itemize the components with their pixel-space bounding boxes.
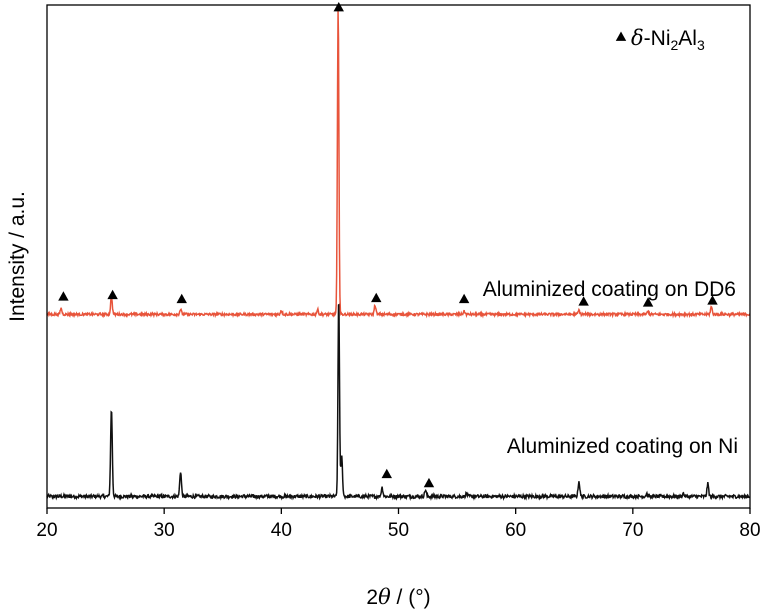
peak-triangle-icon: [107, 289, 118, 300]
x-tick-label: 30: [154, 520, 175, 541]
plot-frame: [46, 4, 751, 509]
peak-triangle-icon: [578, 296, 589, 306]
peak-triangle-icon: [58, 291, 69, 301]
series-label-dd6: Aluminized coating on DD6: [483, 278, 736, 301]
x-axis-ticks: 20 30 40 50 60 70 80: [36, 508, 761, 541]
y-axis-title: Intensity / a.u.: [6, 191, 29, 322]
x-axis-title-prefix: 2: [366, 586, 378, 609]
x-tick-label: 80: [739, 520, 760, 541]
peak-markers: [58, 2, 718, 488]
series-line-dd6: [46, 10, 751, 319]
x-tick-label: 20: [36, 520, 57, 541]
peak-triangle-icon: [423, 477, 435, 488]
peak-triangle-icon: [371, 292, 382, 303]
x-axis-title-symbol: θ: [378, 585, 391, 609]
series-layer: [46, 10, 751, 502]
legend-symbol: δ: [631, 26, 644, 50]
peak-triangle-icon: [176, 293, 187, 304]
legend-text-mid: Al: [678, 27, 697, 50]
legend: δ-Ni2Al3: [615, 26, 705, 53]
peak-triangle-icon: [707, 295, 718, 305]
peak-triangle-icon: [458, 293, 470, 304]
peak-triangle-icon: [333, 2, 344, 12]
x-tick-label: 40: [271, 520, 292, 541]
peak-triangle-icon: [381, 468, 393, 479]
x-axis-title-suffix: / (°): [391, 586, 431, 609]
series-line-ni: [46, 303, 751, 502]
x-tick-label: 50: [388, 520, 409, 541]
x-tick-label: 70: [622, 520, 643, 541]
legend-text-part: -Ni: [644, 27, 671, 50]
legend-label: δ-Ni2Al3: [631, 26, 705, 53]
legend-triangle-icon: [615, 31, 627, 41]
x-tick-label: 60: [505, 520, 526, 541]
peak-triangle-icon: [642, 297, 654, 307]
legend-subscript-1: 2: [670, 37, 678, 53]
series-label-ni: Aluminized coating on Ni: [507, 435, 738, 458]
x-axis-title: 2θ / (°): [366, 585, 430, 609]
legend-subscript-2: 3: [697, 37, 705, 53]
